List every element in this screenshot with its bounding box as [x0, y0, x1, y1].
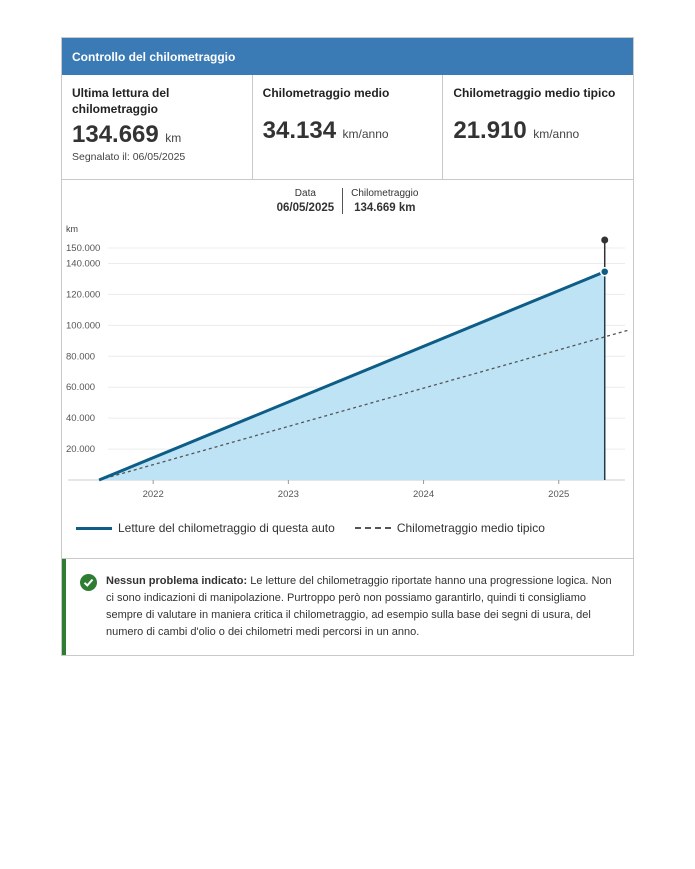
x-tick-label: 2025 — [548, 489, 569, 500]
stat-unit: km — [165, 131, 182, 145]
x-tick-label: 2023 — [278, 489, 299, 500]
mileage-chart: Data 06/05/2025 Chilometraggio 134.669 k… — [62, 180, 633, 559]
y-tick-label: 100.000 — [66, 320, 100, 331]
tooltip-km-label: Chilometraggio — [351, 188, 419, 199]
tooltip-km-value: 134.669 km — [354, 202, 416, 214]
y-tick-label: 150.000 — [66, 243, 100, 254]
y-tick-label: 40.000 — [66, 413, 95, 424]
stat-label: Chilometraggio medio — [262, 86, 390, 100]
legend-series-1[interactable]: Letture del chilometraggio di questa aut… — [118, 521, 335, 535]
legend-dashed-line-icon — [354, 527, 391, 529]
stat-value: 21.910 — [453, 117, 527, 144]
y-tick-label: 140.000 — [66, 258, 100, 269]
card-title: Controllo del chilometraggio — [72, 49, 236, 64]
x-tick-label: 2024 — [413, 489, 434, 500]
stats-row: Ultima lettura del chilometraggio 134.66… — [62, 75, 633, 180]
stat-value: 134.669 — [72, 121, 159, 148]
notice-title: Nessun problema indicato: — [106, 575, 248, 587]
y-tick-label: 60.000 — [66, 382, 95, 393]
series-this-car — [98, 270, 606, 482]
y-tick-label: 20.000 — [66, 444, 95, 455]
notice-text: Le letture del chilometraggio riportate … — [106, 575, 612, 638]
tooltip-date-value: 06/05/2025 — [276, 202, 335, 214]
series-typical-average — [98, 329, 630, 481]
chart-legend: Letture del chilometraggio di questa aut… — [76, 521, 545, 535]
y-tick-label: 120.000 — [66, 289, 100, 300]
stat-average-mileage: Chilometraggio medio 34.134 km/anno — [253, 75, 444, 179]
stat-unit: km/anno — [342, 127, 389, 141]
legend-series-2[interactable]: Chilometraggio medio tipico — [396, 521, 545, 535]
stat-unit: km/anno — [533, 127, 580, 141]
x-tick-label: 2022 — [143, 489, 164, 500]
stat-typical-average-mileage: Chilometraggio medio tipico 21.910 km/an… — [443, 75, 633, 179]
legend-solid-line-icon — [76, 526, 112, 530]
check-circle-icon — [80, 574, 97, 591]
stat-label: Chilometraggio medio tipico — [453, 86, 616, 100]
mileage-check-card: Controllo del chilometraggio Ultima lett… — [61, 37, 634, 656]
stat-label: Ultima lettura del chilometraggio — [72, 86, 170, 116]
y-axis-label: km — [66, 224, 78, 234]
marker-top-dot — [601, 236, 609, 244]
notice-box: Nessun problema indicato: Le letture del… — [62, 559, 633, 655]
tooltip-date-label: Data — [294, 188, 316, 199]
y-tick-label: 80.000 — [66, 351, 95, 362]
stat-last-reading: Ultima lettura del chilometraggio 134.66… — [62, 75, 253, 179]
chart-tooltip: Data 06/05/2025 Chilometraggio 134.669 k… — [62, 188, 633, 214]
data-point — [599, 266, 610, 277]
reported-date: Segnalato il: 06/05/2025 — [72, 151, 186, 163]
card-header: Controllo del chilometraggio — [62, 38, 633, 75]
chart-svg[interactable]: km 20.000 40.000 60.000 80.000 100.000 120.000… — [62, 180, 633, 510]
stat-value: 34.134 — [262, 117, 337, 144]
